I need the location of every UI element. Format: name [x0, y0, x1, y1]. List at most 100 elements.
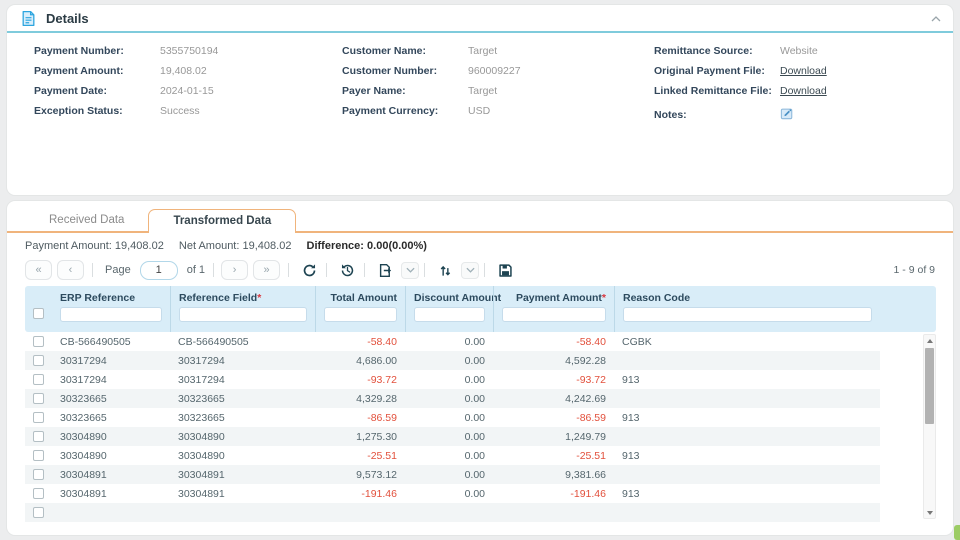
column-filter-input-reference-field[interactable]: [179, 307, 307, 322]
column-filter-input-total-amount[interactable]: [324, 307, 397, 322]
vertical-scrollbar[interactable]: [923, 334, 936, 519]
table-row[interactable]: 30317294 30317294 4,686.00 0.00 4,592.28: [25, 351, 880, 370]
notes-edit-icon[interactable]: [780, 107, 794, 120]
cell-reference-field: 30323665: [178, 411, 225, 424]
row-checkbox[interactable]: [33, 431, 44, 442]
details-panel: Details Payment Number: 5355750194 Payment…: [6, 4, 954, 196]
cell-payment-amount: -86.59: [576, 411, 606, 424]
refresh-button[interactable]: [300, 261, 319, 280]
row-checkbox[interactable]: [33, 355, 44, 366]
row-checkbox-cell: [25, 488, 52, 499]
detail-field-value: [780, 105, 794, 121]
detail-field-value: Target: [468, 45, 498, 57]
required-asterisk: *: [257, 292, 262, 304]
cell-reason-code: 913: [622, 373, 640, 386]
row-checkbox[interactable]: [33, 450, 44, 461]
detail-field-label: Original Payment File:: [654, 65, 765, 77]
last-page-button[interactable]: »: [253, 260, 281, 280]
detail-field-value: Website: [780, 45, 818, 57]
chat-widget[interactable]: [954, 525, 960, 540]
detail-field-payment-amount: Payment Amount: 19,408.02: [34, 65, 342, 77]
cell-reference-field: 30304890: [178, 449, 225, 462]
detail-field-value: 5355750194: [160, 45, 219, 57]
prev-page-button[interactable]: ‹: [57, 260, 84, 280]
column-filter-input-discount-amount[interactable]: [414, 307, 485, 322]
row-checkbox[interactable]: [33, 507, 44, 518]
download-link[interactable]: Download: [780, 85, 827, 97]
tab-bar: Received Data Transformed Data: [7, 201, 953, 233]
cell-erp-reference: 30323665: [60, 411, 107, 424]
scroll-up-arrow-icon[interactable]: [924, 335, 935, 346]
next-page-button[interactable]: ›: [221, 260, 249, 280]
cell-erp-reference: 30304891: [60, 468, 107, 481]
detail-field-customer-number: Customer Number: 960009227: [342, 65, 654, 77]
select-all-checkbox[interactable]: [33, 308, 44, 319]
row-checkbox[interactable]: [33, 488, 44, 499]
table-row[interactable]: 30304891 30304891 -191.46 0.00 -191.46 913: [25, 484, 880, 503]
cell-erp-reference: 30304890: [60, 430, 107, 443]
table-row[interactable]: [25, 503, 880, 522]
column-filter-input-payment-amount[interactable]: [502, 307, 606, 322]
detail-field-value: Success: [160, 105, 200, 117]
column-filter-input-erp-reference[interactable]: [60, 307, 162, 322]
toolbar-separator: [92, 263, 93, 277]
summary-bar: Payment Amount: 19,408.02 Net Amount: 19…: [7, 233, 953, 252]
cell-discount-amount: 0.00: [464, 354, 485, 367]
export-button[interactable]: [376, 261, 395, 280]
tab-received-data[interactable]: Received Data: [49, 214, 125, 226]
detail-field-linked-remittance-file: Linked Remittance File: Download: [654, 85, 953, 97]
collapse-chevron-icon[interactable]: [931, 15, 941, 22]
row-checkbox[interactable]: [33, 374, 44, 385]
sort-dropdown-chevron-icon[interactable]: [461, 261, 480, 279]
row-checkbox[interactable]: [33, 393, 44, 404]
toolbar-separator: [364, 263, 366, 277]
cell-reference-field: 30317294: [178, 373, 225, 386]
table-row[interactable]: 30317294 30317294 -93.72 0.00 -93.72 913: [25, 370, 880, 389]
scroll-down-arrow-icon[interactable]: [924, 507, 935, 518]
row-checkbox-cell: [25, 450, 52, 461]
column-filter-input-reason-code[interactable]: [623, 307, 872, 322]
row-checkbox-cell: [25, 469, 52, 480]
row-checkbox-cell: [25, 393, 52, 404]
column-header-erp-reference: ERP Reference: [52, 286, 170, 332]
row-checkbox[interactable]: [33, 336, 44, 347]
export-dropdown-chevron-icon[interactable]: [401, 261, 420, 279]
table-row[interactable]: CB-566490505 CB-566490505 -58.40 0.00 -58.40…: [25, 332, 880, 351]
table-row[interactable]: 30304890 30304890 1,275.30 0.00 1,249.79: [25, 427, 880, 446]
grid-header: ERP Reference Reference Field* Total Amoun…: [25, 286, 936, 332]
cell-reference-field: 30323665: [178, 392, 225, 405]
summary-difference: Difference: 0.00(0.00%): [306, 240, 427, 252]
sort-button[interactable]: [436, 261, 455, 280]
save-button[interactable]: [496, 261, 515, 280]
cell-discount-amount: 0.00: [464, 373, 485, 386]
row-checkbox[interactable]: [33, 469, 44, 480]
row-checkbox[interactable]: [33, 412, 44, 423]
table-row[interactable]: 30323665 30323665 4,329.28 0.00 4,242.69: [25, 389, 880, 408]
table-row[interactable]: 30304890 30304890 -25.51 0.00 -25.51 913: [25, 446, 880, 465]
save-icon: [498, 263, 513, 278]
detail-field-value: 2024-01-15: [160, 85, 214, 97]
cell-discount-amount: 0.00: [464, 411, 485, 424]
table-row[interactable]: 30323665 30323665 -86.59 0.00 -86.59 913: [25, 408, 880, 427]
cell-reference-field: 30304891: [178, 487, 225, 500]
sort-icon: [438, 263, 453, 278]
column-header-total-amount: Total Amount: [315, 286, 405, 332]
scrollbar-thumb[interactable]: [925, 348, 934, 424]
row-checkbox-cell: [25, 374, 52, 385]
page-input[interactable]: [139, 260, 178, 280]
table-row[interactable]: 30304891 30304891 9,573.12 0.00 9,381.66: [25, 465, 880, 484]
download-link[interactable]: Download: [780, 65, 827, 77]
detail-field-label: Exception Status:: [34, 105, 123, 117]
cell-reason-code: 913: [622, 449, 640, 462]
history-button[interactable]: [338, 261, 357, 280]
first-page-button[interactable]: «: [25, 260, 52, 280]
detail-field-label: Payment Date:: [34, 85, 107, 97]
row-checkbox-cell: [25, 431, 52, 442]
history-icon: [340, 263, 355, 278]
cell-discount-amount: 0.00: [464, 335, 485, 348]
data-panel: Received Data Transformed Data Payment A…: [6, 200, 954, 536]
column-label: Reason Code: [623, 292, 691, 304]
tab-transformed-data[interactable]: Transformed Data: [148, 209, 297, 233]
detail-field-payment-number: Payment Number: 5355750194: [34, 45, 342, 57]
column-header-discount-amount: Discount Amount: [405, 286, 501, 332]
